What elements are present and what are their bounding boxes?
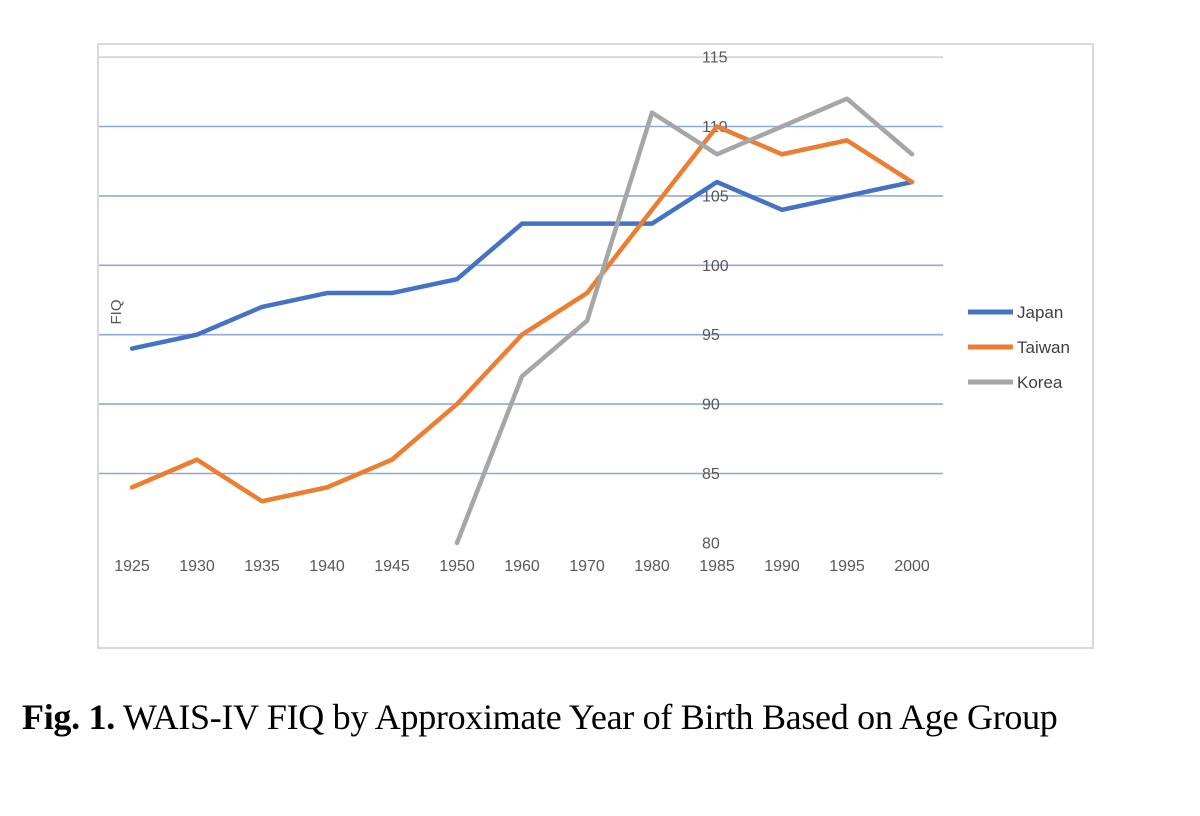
x-tick-label: 1935 bbox=[244, 558, 280, 575]
x-tick-label: 1925 bbox=[114, 558, 150, 575]
series-line-japan bbox=[129, 179, 915, 351]
x-tick-label: 2000 bbox=[894, 558, 930, 575]
figure-caption: Fig. 1. WAIS-IV FIQ by Approximate Year … bbox=[22, 694, 1152, 740]
series-line-korea bbox=[454, 96, 915, 546]
y-tick-label: 85 bbox=[702, 466, 720, 483]
x-tick-label: 1995 bbox=[829, 558, 865, 575]
figure-caption-label: Fig. 1. bbox=[22, 697, 115, 737]
x-tick-label: 1970 bbox=[569, 558, 605, 575]
x-tick-label: 1930 bbox=[179, 558, 215, 575]
x-tick-label: 1950 bbox=[439, 558, 475, 575]
y-tick-label: 95 bbox=[702, 327, 720, 344]
figure-caption-text: WAIS-IV FIQ by Approximate Year of Birth… bbox=[114, 697, 1058, 737]
x-tick-label: 1985 bbox=[699, 558, 735, 575]
y-tick-label: 80 bbox=[702, 535, 720, 552]
y-tick-label: 100 bbox=[702, 258, 729, 275]
x-tick-label: 1980 bbox=[634, 558, 670, 575]
legend-label-korea: Korea bbox=[1017, 373, 1063, 392]
legend-label-taiwan: Taiwan bbox=[1017, 338, 1070, 357]
y-tick-label: 105 bbox=[702, 188, 729, 205]
y-tick-label: 90 bbox=[702, 397, 720, 414]
y-tick-label: 115 bbox=[702, 50, 728, 67]
series-line-taiwan bbox=[129, 124, 915, 504]
y-axis-title: FIQ bbox=[108, 300, 125, 325]
chart-area-border bbox=[97, 43, 1094, 649]
x-tick-label: 1945 bbox=[374, 558, 410, 575]
x-tick-label: 1960 bbox=[504, 558, 540, 575]
x-tick-label: 1990 bbox=[764, 558, 800, 575]
x-tick-label: 1940 bbox=[309, 558, 345, 575]
legend-label-japan: Japan bbox=[1017, 303, 1063, 322]
